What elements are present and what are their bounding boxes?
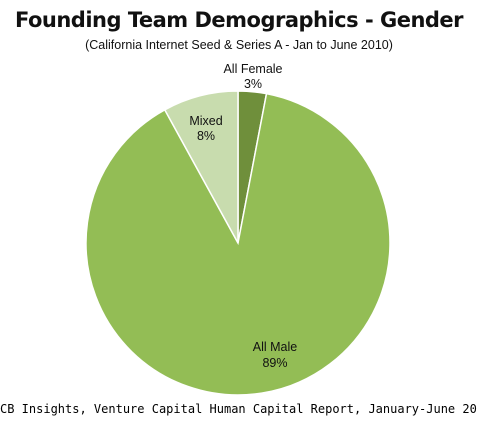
pie-slices [85,90,391,396]
slice-label-all-male: All Male [253,340,298,354]
slice-value-all-male: 89% [262,356,287,370]
chart-title: Founding Team Demographics - Gender [14,8,464,32]
slice-label-all-female: All Female [223,62,282,76]
slice-label-mixed: Mixed [189,114,222,128]
slice-value-all-female: 3% [244,77,262,91]
pie-slice-mixed [163,90,239,244]
pie-slice-all-male [85,92,391,396]
source-note: CB Insights, Venture Capital Human Capit… [0,402,478,416]
chart-subtitle: (California Internet Seed & Series A - J… [85,38,393,52]
slice-value-mixed: 8% [197,129,215,143]
